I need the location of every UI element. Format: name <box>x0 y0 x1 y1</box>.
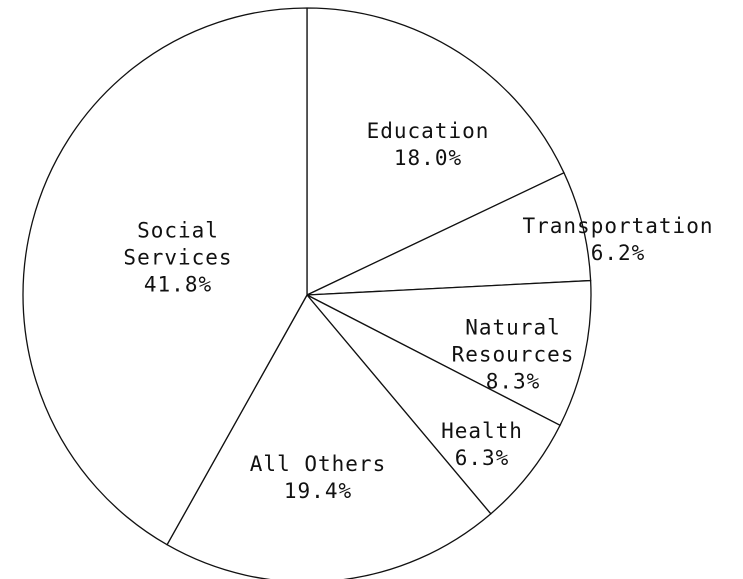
pie-slice <box>306 7 565 296</box>
value-label: 18.0% <box>393 146 463 170</box>
value-label: 6.3% <box>454 446 510 470</box>
slice-label: Transportation 6.2% <box>468 213 743 267</box>
slice-label: Natural Resources 8.3% <box>443 315 583 396</box>
pie-slice <box>306 279 592 426</box>
slice-label: Social Services 41.8% <box>108 218 248 299</box>
pie-slice <box>22 7 308 546</box>
category-label: Natural Resources <box>451 315 575 367</box>
value-label: 19.4% <box>283 479 353 503</box>
category-label: All Others <box>249 452 387 476</box>
value-label: 6.2% <box>590 241 646 265</box>
pie-slice <box>306 294 561 515</box>
pie-slice <box>166 294 492 579</box>
category-label: Transportation <box>522 214 714 238</box>
slice-label: All Others 19.4% <box>168 451 468 505</box>
category-label: Education <box>366 119 490 143</box>
value-label: 41.8% <box>143 272 213 297</box>
category-label: Health <box>441 419 523 443</box>
value-label: 8.3% <box>485 369 541 394</box>
slice-label: Education 18.0% <box>278 118 578 172</box>
slice-label: Health 6.3% <box>382 418 582 472</box>
category-label: Social Services <box>123 218 233 270</box>
